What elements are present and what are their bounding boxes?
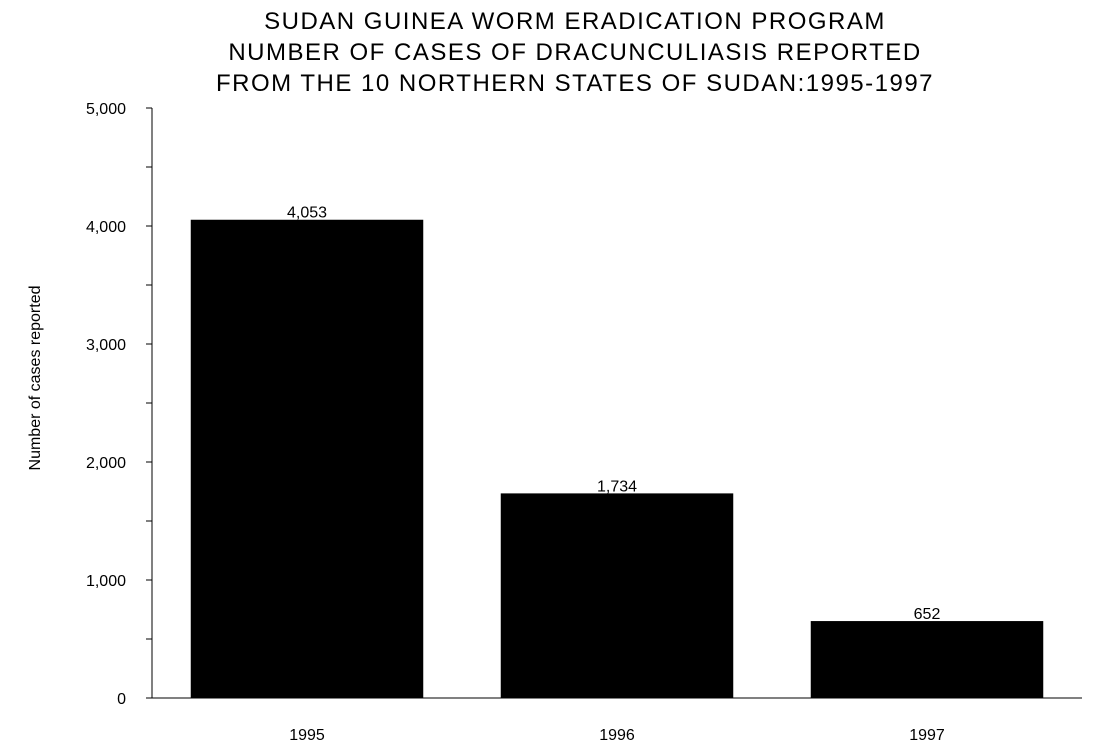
bar-value-label: 652 [914, 606, 941, 623]
y-tick-label: 0 [117, 691, 126, 708]
chart-title-line-3: FROM THE 10 NORTHERN STATES OF SUDAN:199… [216, 70, 934, 97]
y-tick-label: 2,000 [86, 455, 126, 472]
y-tick-label: 1,000 [86, 573, 126, 590]
x-axis: 1995 1996 1997 [146, 697, 1082, 744]
x-tick-label: 1995 [289, 727, 325, 744]
bars: 4,053 1,734 652 [190, 205, 1044, 698]
bar-1995 [190, 219, 424, 698]
chart-title: SUDAN GUINEA WORM ERADICATION PROGRAM NU… [216, 8, 934, 97]
bar-1997 [810, 621, 1044, 698]
y-axis: 0 1,000 2,000 3,000 4,000 5,000 [86, 101, 153, 708]
chart-title-line-2: NUMBER OF CASES OF DRACUNCULIASIS REPORT… [228, 39, 921, 66]
y-axis-label: Number of cases reported [27, 286, 44, 471]
y-tick-label: 5,000 [86, 101, 126, 118]
x-tick-label: 1996 [599, 727, 635, 744]
bar-value-label: 4,053 [287, 205, 327, 222]
x-tick-label: 1997 [909, 727, 945, 744]
y-tick-label: 3,000 [86, 337, 126, 354]
y-tick-label: 4,000 [86, 219, 126, 236]
chart-title-line-1: SUDAN GUINEA WORM ERADICATION PROGRAM [264, 8, 886, 35]
bar-value-label: 1,734 [597, 478, 637, 495]
bar-1996 [500, 493, 734, 698]
